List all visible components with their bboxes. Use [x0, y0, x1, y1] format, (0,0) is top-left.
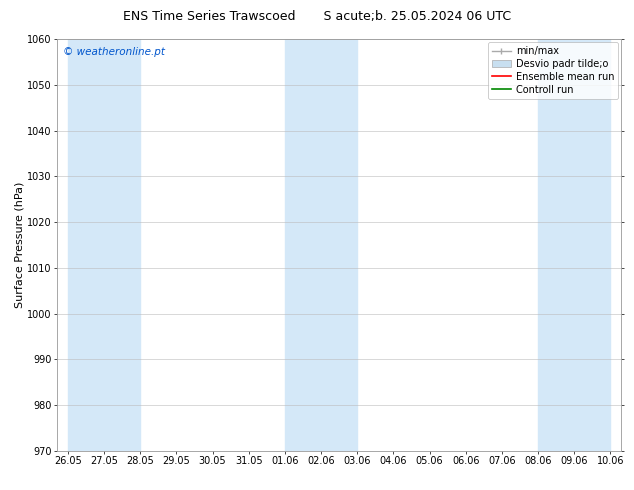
- Bar: [104, 39, 140, 451]
- Text: © weatheronline.pt: © weatheronline.pt: [63, 48, 165, 57]
- Y-axis label: Surface Pressure (hPa): Surface Pressure (hPa): [14, 182, 24, 308]
- Bar: [538, 39, 611, 451]
- Bar: [285, 39, 358, 451]
- Text: ENS Time Series Trawscoed       S acute;b. 25.05.2024 06 UTC: ENS Time Series Trawscoed S acute;b. 25.…: [123, 10, 511, 23]
- Legend: min/max, Desvio padr tilde;o, Ensemble mean run, Controll run: min/max, Desvio padr tilde;o, Ensemble m…: [488, 42, 618, 98]
- Bar: [68, 39, 104, 451]
